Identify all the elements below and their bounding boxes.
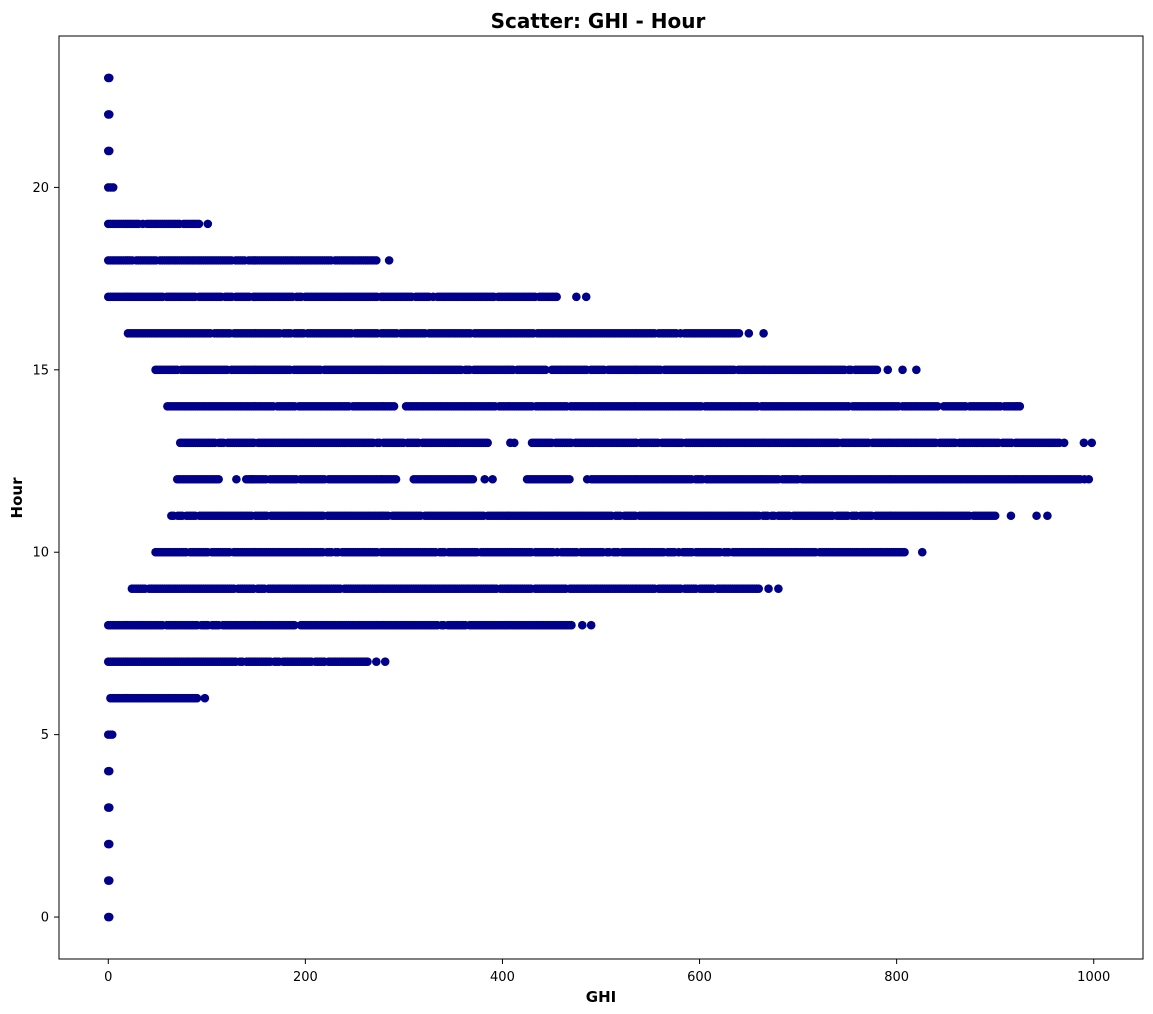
data-point [108,183,118,192]
x-tick-label: 400 [490,970,515,985]
data-point [509,438,519,448]
data-point [389,401,399,411]
chart-title: Scatter: GHI - Hour [491,9,706,33]
data-point [290,620,299,630]
data-point [488,474,497,484]
x-axis-label: GHI [586,988,616,1006]
data-point [203,219,213,229]
data-point [764,584,773,594]
data-point [104,146,114,156]
data-point [483,438,492,448]
data-point [104,876,114,885]
data-point [541,365,550,375]
y-tick-label: 5 [41,728,49,743]
data-point [363,657,372,666]
data-point [1087,438,1097,448]
data-point [1059,438,1069,448]
data-point [774,584,783,594]
y-tick-label: 15 [32,363,49,378]
data-point [104,73,114,83]
data-point [912,365,921,375]
data-point [1032,511,1041,521]
data-point [480,474,490,484]
data-point [572,292,581,302]
data-point [104,912,114,922]
y-axis-ticks: 0 5 10 15 20 [32,181,59,926]
data-point [232,474,241,484]
y-axis-label: Hour [8,477,26,519]
data-point [567,620,576,630]
data-point [107,730,117,739]
data-point [380,657,390,666]
data-point [192,693,202,703]
data-point [391,474,401,484]
x-tick-label: 1000 [1077,970,1110,985]
data-point [246,474,256,484]
data-point [990,511,1000,521]
y-tick-label: 20 [32,181,49,196]
data-point [200,693,210,703]
plot-area [58,35,1144,960]
y-tick-label: 10 [32,546,49,561]
data-point [214,474,223,484]
data-point [734,329,744,338]
data-point [104,110,114,119]
data-point [372,256,381,265]
data-point [933,401,942,411]
data-point [581,292,591,302]
data-point [898,365,907,375]
y-tick-label: 0 [41,911,49,926]
data-point [104,839,114,849]
data-point [1006,511,1016,521]
data-point [1043,511,1052,521]
data-point [744,329,754,338]
data-point [917,547,927,557]
x-axis-ticks: 0 200 400 600 800 1000 [104,959,1110,985]
data-point [1015,401,1025,411]
x-tick-label: 200 [293,970,318,985]
x-tick-label: 600 [687,970,712,985]
data-point [586,620,596,630]
data-point [104,766,114,776]
data-point [1084,474,1094,484]
data-point [883,365,893,375]
x-tick-label: 0 [104,970,112,985]
data-point [900,547,909,557]
data-point [565,474,574,484]
data-point [872,365,882,375]
data-points [103,73,1097,922]
data-point [1079,438,1089,448]
data-point [754,584,763,594]
data-point [384,256,394,265]
data-point [104,803,114,812]
data-point [468,474,478,484]
data-point [552,292,561,302]
data-point [372,657,381,666]
data-point [194,219,204,229]
x-tick-label: 800 [884,970,909,985]
data-point [577,620,587,630]
data-point [759,329,768,338]
